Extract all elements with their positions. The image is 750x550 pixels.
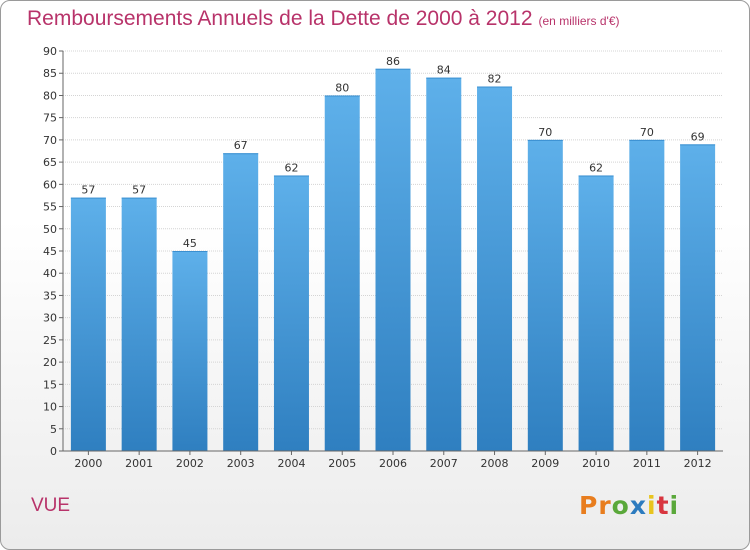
logo-letter: o <box>611 491 630 520</box>
y-tick-label: 50 <box>43 223 57 236</box>
bar-2012 <box>680 144 716 452</box>
x-tick-label-2001: 2001 <box>125 457 153 470</box>
data-label-2003: 67 <box>234 139 248 152</box>
y-tick-label: 45 <box>43 245 57 258</box>
data-label-2006: 86 <box>386 55 400 68</box>
y-tick-label: 35 <box>43 289 57 302</box>
proxiti-logo: Proxiti <box>579 491 679 520</box>
bar-2009 <box>527 139 563 451</box>
x-tick-label-2005: 2005 <box>328 457 356 470</box>
bar-2005 <box>324 95 360 451</box>
bar-2010 <box>578 175 614 451</box>
data-label-2001: 57 <box>132 184 146 197</box>
bar-2011 <box>629 139 665 451</box>
bar-2001 <box>121 197 157 451</box>
y-tick-label: 65 <box>43 156 57 169</box>
y-tick-label: 15 <box>43 378 57 391</box>
logo-letter: i <box>669 491 680 520</box>
bar-2008 <box>477 86 513 452</box>
data-label-2000: 57 <box>81 184 95 197</box>
data-label-2004: 62 <box>284 161 298 174</box>
data-label-2008: 82 <box>488 73 502 86</box>
chart-subtitle: (en milliers d'€) <box>538 14 620 28</box>
y-tick-label: 85 <box>43 67 57 80</box>
data-label-2012: 69 <box>691 130 705 143</box>
x-tick-label-2011: 2011 <box>633 457 661 470</box>
title-text: Remboursements Annuels de la Dette de 20… <box>27 7 533 30</box>
x-tick-label-2006: 2006 <box>379 457 407 470</box>
logo-letter: r <box>598 491 612 520</box>
x-tick-label-2010: 2010 <box>582 457 610 470</box>
y-tick-label: 25 <box>43 334 57 347</box>
bar-2003 <box>223 153 259 451</box>
data-label-2007: 84 <box>437 64 451 77</box>
y-tick-label: 60 <box>43 178 57 191</box>
bar-2002 <box>172 251 208 451</box>
y-tick-label: 90 <box>43 45 57 58</box>
bar-2004 <box>273 175 309 451</box>
bar-2006 <box>375 68 411 452</box>
commune-name: VUE <box>31 495 71 516</box>
axes: 0 5 10 15 20 25 30 35 40 45 50 55 60 65 70 75 80 85 90 2000… <box>43 45 723 470</box>
data-label-2002: 45 <box>183 237 197 250</box>
bars <box>70 68 716 452</box>
logo-letter: t <box>656 491 670 520</box>
y-tick-label: 30 <box>43 312 57 325</box>
bar-2007 <box>426 77 462 452</box>
x-tick-label-2008: 2008 <box>481 457 509 470</box>
data-label-2005: 80 <box>335 81 349 94</box>
x-tick-label-2009: 2009 <box>531 457 559 470</box>
y-tick-label: 80 <box>43 89 57 102</box>
y-tick-label: 70 <box>43 134 57 147</box>
y-tick-label: 10 <box>43 401 57 414</box>
x-tick-label-2004: 2004 <box>277 457 305 470</box>
y-tick-label: 20 <box>43 356 57 369</box>
data-label-2011: 70 <box>640 126 654 139</box>
y-tick-label: 55 <box>43 201 57 214</box>
x-tick-label-2002: 2002 <box>176 457 204 470</box>
bar-2000 <box>70 197 106 451</box>
x-tick-label-2000: 2000 <box>74 457 102 470</box>
logo-letter: x <box>629 491 647 520</box>
data-labels: 57 57 45 67 62 80 86 84 82 70 62 70 69 <box>81 55 704 250</box>
x-tick-label-2003: 2003 <box>227 457 255 470</box>
logo-letter: P <box>579 491 599 520</box>
y-tick-label: 75 <box>43 112 57 125</box>
logo-letter: i <box>647 491 657 520</box>
data-label-2010: 62 <box>589 161 603 174</box>
y-tick-label: 0 <box>50 445 57 458</box>
y-tick-label: 40 <box>43 267 57 280</box>
x-tick-label-2007: 2007 <box>430 457 458 470</box>
x-tick-label-2012: 2012 <box>684 457 712 470</box>
data-label-2009: 70 <box>538 126 552 139</box>
y-tick-label: 5 <box>50 423 57 436</box>
chart-title: Remboursements Annuels de la Dette de 20… <box>27 7 620 31</box>
